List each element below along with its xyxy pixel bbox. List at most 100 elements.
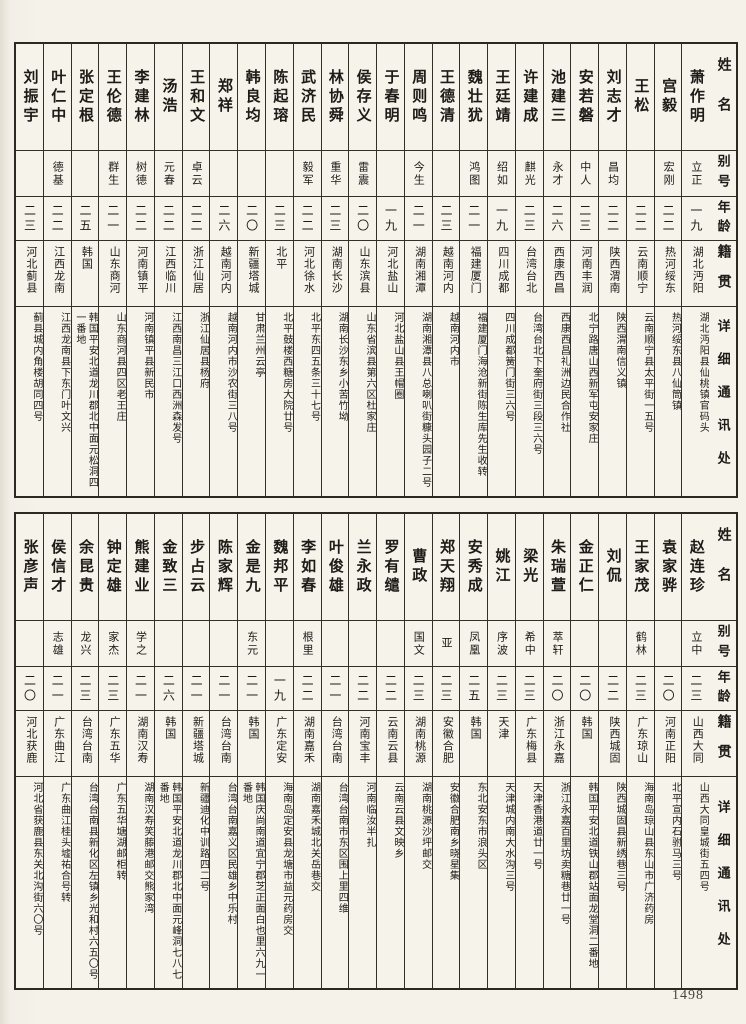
person-address: 江西龙南县下东门叶文兴 bbox=[43, 306, 71, 496]
person-age: 二一 bbox=[43, 666, 71, 710]
person-column: 池建三 永才 二六 西康西昌 西康西昌礼洲边民合作社 bbox=[542, 44, 571, 496]
person-name: 兰永政 bbox=[354, 538, 371, 596]
person-alias: 重华 bbox=[321, 150, 349, 196]
person-address: 韩国平安北道龙川郡北中面元松洞四一番地 bbox=[71, 306, 99, 496]
person-address: 云南云县文映乡 bbox=[377, 776, 404, 988]
person-alias: 卓云 bbox=[182, 150, 210, 196]
person-address: 北平鼓楼西糖房大院廿号 bbox=[265, 306, 293, 496]
person-name: 侯信才 bbox=[49, 538, 66, 596]
person-origin: 广东琼山 bbox=[626, 710, 654, 776]
person-name: 于春明 bbox=[382, 68, 399, 126]
person-name: 武济民 bbox=[299, 68, 316, 126]
person-address: 天津香港道廿一号 bbox=[515, 776, 543, 988]
person-origin: 福建厦门 bbox=[460, 240, 488, 306]
person-name: 王家茂 bbox=[632, 538, 649, 596]
person-origin: 湖南湘潭 bbox=[404, 240, 432, 306]
person-column: 宫毅 宏刚 二二 热河绥东 热河绥东县八仙筒镇 bbox=[653, 44, 682, 496]
person-column: 兰永政 二二 河南宝丰 河南临汝半扎 bbox=[348, 514, 377, 988]
person-age: 一九 bbox=[377, 196, 404, 240]
person-column: 魏邦平 一九 广东定安 海南岛定安县龙塘市益元药房交 bbox=[264, 514, 293, 988]
person-column: 李建林 树德 二二 河南镇平 河南镇平县新民市 bbox=[126, 44, 154, 496]
person-origin: 江西龙南 bbox=[43, 240, 71, 306]
person-address: 湖北沔阳县仙桃镇官码头 bbox=[682, 306, 710, 496]
person-origin: 江西临川 bbox=[154, 240, 182, 306]
person-column: 魏壮犹 鸿图 二一 福建厦门 福建厦门海沧新街陈生库先生收转 bbox=[459, 44, 488, 496]
person-address: 山东商河县四区老王庄 bbox=[99, 306, 127, 496]
person-origin: 台湾台北 bbox=[515, 240, 543, 306]
person-name: 刘振宇 bbox=[21, 68, 38, 126]
person-origin: 韩国 bbox=[571, 710, 599, 776]
person-origin: 天津 bbox=[488, 710, 515, 776]
person-age: 二三 bbox=[71, 666, 99, 710]
person-alias bbox=[16, 620, 43, 666]
person-address: 江西南昌三江口西洲森发号 bbox=[154, 306, 182, 496]
person-age: 二二 bbox=[43, 196, 71, 240]
person-column: 汤浩 元春 二二 江西临川 江西南昌三江口西洲森发号 bbox=[153, 44, 182, 496]
person-name: 陈起瑢 bbox=[271, 68, 288, 126]
person-age: 一九 bbox=[265, 666, 293, 710]
person-age: 一九 bbox=[488, 196, 515, 240]
person-address: 广东曲江桂头墟祐合号转 bbox=[43, 776, 71, 988]
person-alias: 立正 bbox=[682, 150, 710, 196]
person-alias: 元春 bbox=[154, 150, 182, 196]
person-address: 浙江仙居县杨府 bbox=[182, 306, 210, 496]
person-address: 福建厦门海沧新街陈生库先生收转 bbox=[460, 306, 488, 496]
person-name: 余昆贵 bbox=[77, 538, 94, 596]
person-name: 周则鸣 bbox=[410, 68, 427, 126]
person-age: 二一 bbox=[127, 666, 154, 710]
person-column: 王德清 二三 越南河内 越南河内市 bbox=[431, 44, 460, 496]
person-age: 二〇 bbox=[654, 666, 682, 710]
person-origin: 湖南长沙 bbox=[321, 240, 349, 306]
person-origin: 陕西渭南 bbox=[599, 240, 626, 306]
person-origin: 浙江永嘉 bbox=[543, 710, 571, 776]
person-name: 宫毅 bbox=[660, 78, 677, 116]
person-origin: 广东定安 bbox=[265, 710, 293, 776]
person-name: 罗有缱 bbox=[382, 538, 399, 596]
person-address: 热河绥东县八仙筒镇 bbox=[654, 306, 682, 496]
person-column: 王和文 卓云 二二 浙江仙居 浙江仙居县杨府 bbox=[181, 44, 210, 496]
person-age: 二三 bbox=[515, 196, 543, 240]
person-name: 金是九 bbox=[243, 538, 260, 596]
person-column: 林协舜 重华 二三 湖南长沙 湖南长沙东乡小苦竹坳 bbox=[320, 44, 349, 496]
person-column: 金是九 东元 二一 韩国 韩国庆尚南道宜宁郡芝正面白也里六九一番地 bbox=[237, 514, 265, 988]
person-address: 湖南汉寿笑藤港邮交熊家湾 bbox=[127, 776, 154, 988]
person-age: 二一 bbox=[460, 196, 488, 240]
person-address: 韩国庆尚南道宜宁郡芝正面白也里六九一番地 bbox=[238, 776, 265, 988]
person-address: 北宁路唐山西新军屯安家庄 bbox=[571, 306, 599, 496]
person-alias: 鸿图 bbox=[460, 150, 488, 196]
person-address: 韩国平安北道铁山郡站面龙堂洞二番地 bbox=[571, 776, 599, 988]
person-origin: 河南镇平 bbox=[127, 240, 154, 306]
person-alias: 麒光 bbox=[515, 150, 543, 196]
person-alias bbox=[321, 620, 349, 666]
person-age: 二二 bbox=[154, 196, 182, 240]
person-age: 二二 bbox=[626, 196, 654, 240]
person-alias bbox=[182, 620, 210, 666]
directory-table-bottom: 姓名 别号 年龄 籍贯 详细通讯处 赵连珍 立中 二三 山西大同 山西大同皇城街… bbox=[14, 512, 738, 990]
person-alias: 凤凰 bbox=[460, 620, 488, 666]
person-origin: 山西大同 bbox=[682, 710, 710, 776]
person-address: 越南河内市 bbox=[432, 306, 460, 496]
person-address: 湖南长沙东乡小苦竹坳 bbox=[321, 306, 349, 496]
header-address-label: 详细通讯处 bbox=[709, 776, 736, 988]
person-column: 叶俊雄 二一 台湾台南 台湾台南市东区围上里四维 bbox=[320, 514, 349, 988]
person-age: 二六 bbox=[210, 196, 238, 240]
person-origin: 广东曲江 bbox=[43, 710, 71, 776]
person-alias bbox=[377, 150, 404, 196]
person-name: 张定根 bbox=[77, 68, 94, 126]
person-alias bbox=[16, 150, 43, 196]
person-origin: 台湾台南 bbox=[210, 710, 238, 776]
person-age: 二六 bbox=[154, 666, 182, 710]
person-alias: 志雄 bbox=[43, 620, 71, 666]
person-column: 金致三 二六 韩国 韩国平安北道龙川郡北中面元峰洞七八七番地 bbox=[153, 514, 182, 988]
person-origin: 韩国 bbox=[154, 710, 182, 776]
person-origin: 河南宝丰 bbox=[349, 710, 377, 776]
person-alias bbox=[626, 150, 654, 196]
header-alias-label: 别号 bbox=[709, 150, 736, 196]
person-origin: 广东五华 bbox=[99, 710, 127, 776]
person-age: 二〇 bbox=[16, 666, 43, 710]
person-age: 二一 bbox=[210, 666, 238, 710]
person-origin: 河南正阳 bbox=[654, 710, 682, 776]
person-name: 熊建业 bbox=[132, 538, 149, 596]
person-age: 二〇 bbox=[571, 666, 599, 710]
person-column: 郑天翔 亚 二三 安徽合肥 安徽合肥南乡晓星集 bbox=[431, 514, 460, 988]
